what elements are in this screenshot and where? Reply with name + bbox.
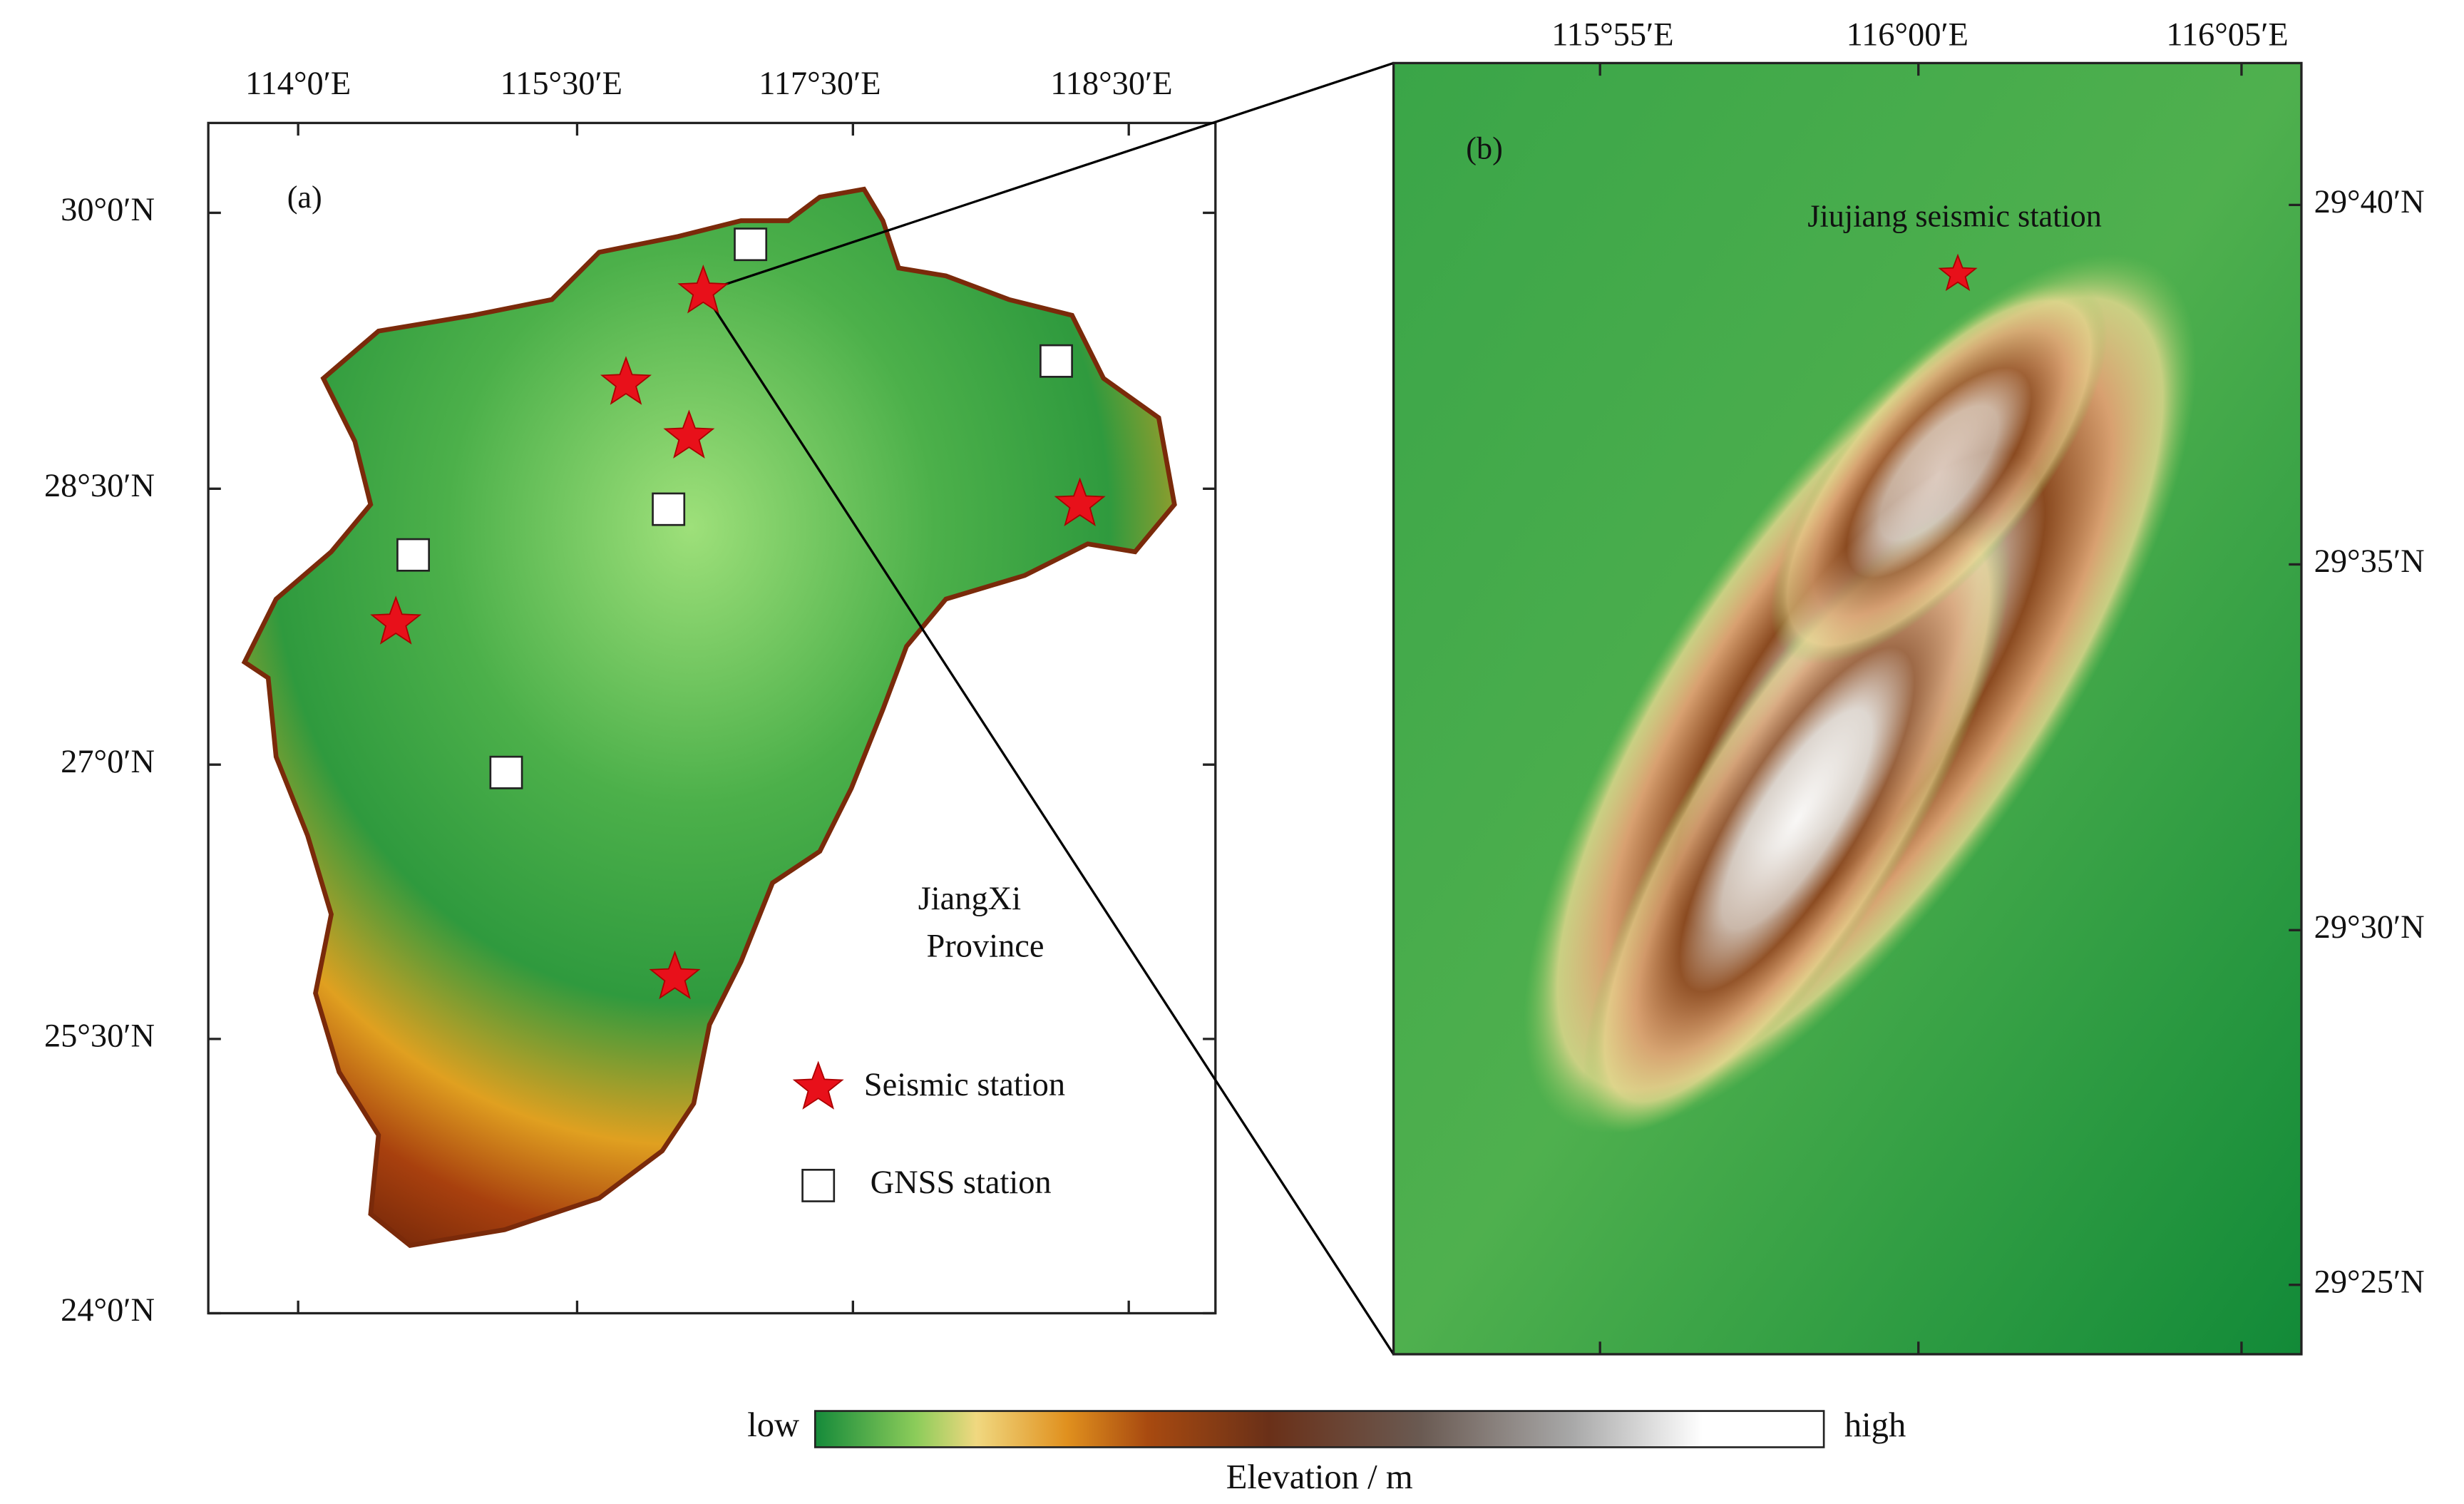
- station-label: Jiujiang seismic station: [1807, 198, 2102, 233]
- colorbar-low: low: [747, 1406, 799, 1444]
- x-tick-label: 115°55′E: [1551, 17, 1673, 53]
- seismic-station: [649, 950, 701, 1000]
- region-label: JiangXi: [918, 881, 1021, 917]
- province-shape: [241, 186, 1177, 1248]
- legend-label: Seismic station: [864, 1067, 1065, 1103]
- x-tick-label: 115°30′E: [500, 66, 622, 102]
- seismic-station: [1054, 477, 1106, 526]
- gnss-station: [734, 227, 768, 262]
- x-tick-label: 114°0′E: [245, 66, 351, 102]
- zoom-line: [702, 61, 1395, 293]
- x-tick-label: 117°30′E: [759, 66, 881, 102]
- y-tick-label: 24°0′N: [61, 1292, 155, 1329]
- seismic-station: [370, 595, 422, 645]
- seismic-station: [1938, 253, 1978, 292]
- seismic-station: [663, 409, 715, 459]
- gnss-station: [652, 492, 686, 526]
- terrain-relief: [1770, 282, 2108, 665]
- seismic-station: [677, 265, 729, 314]
- y-tick-label: 25°30′N: [44, 1018, 155, 1055]
- y-tick-label: 28°30′N: [44, 468, 155, 504]
- y-tick-label: 29°25′N: [2314, 1264, 2425, 1300]
- x-tick-label: 118°30′E: [1050, 66, 1172, 102]
- panel-label: (a): [287, 180, 322, 215]
- panel-b-frame: [1392, 61, 2303, 1356]
- y-tick-label: 29°40′N: [2314, 184, 2425, 220]
- y-tick-label: 29°35′N: [2314, 543, 2425, 580]
- zoom-line: [702, 291, 1395, 1355]
- seismic-station: [792, 1060, 844, 1110]
- x-tick-label: 116°05′E: [2166, 17, 2288, 53]
- panel-label: (b): [1466, 131, 1503, 165]
- seismic-station: [600, 356, 652, 405]
- colorbar: [813, 1410, 1825, 1448]
- y-tick-label: 29°30′N: [2314, 909, 2425, 946]
- gnss-station: [1040, 344, 1073, 378]
- y-tick-label: 27°0′N: [61, 744, 155, 780]
- gnss-station: [489, 755, 523, 789]
- region-label: Province: [927, 928, 1044, 964]
- y-tick-label: 30°0′N: [61, 192, 155, 228]
- terrain-relief: [1583, 506, 2011, 1133]
- gnss-station: [801, 1169, 836, 1202]
- x-tick-label: 116°00′E: [1847, 17, 1968, 53]
- legend-label: GNSS station: [871, 1165, 1052, 1201]
- gnss-station: [396, 538, 430, 572]
- colorbar-title: Elevation / m: [1226, 1458, 1413, 1496]
- colorbar-high: high: [1844, 1406, 1906, 1444]
